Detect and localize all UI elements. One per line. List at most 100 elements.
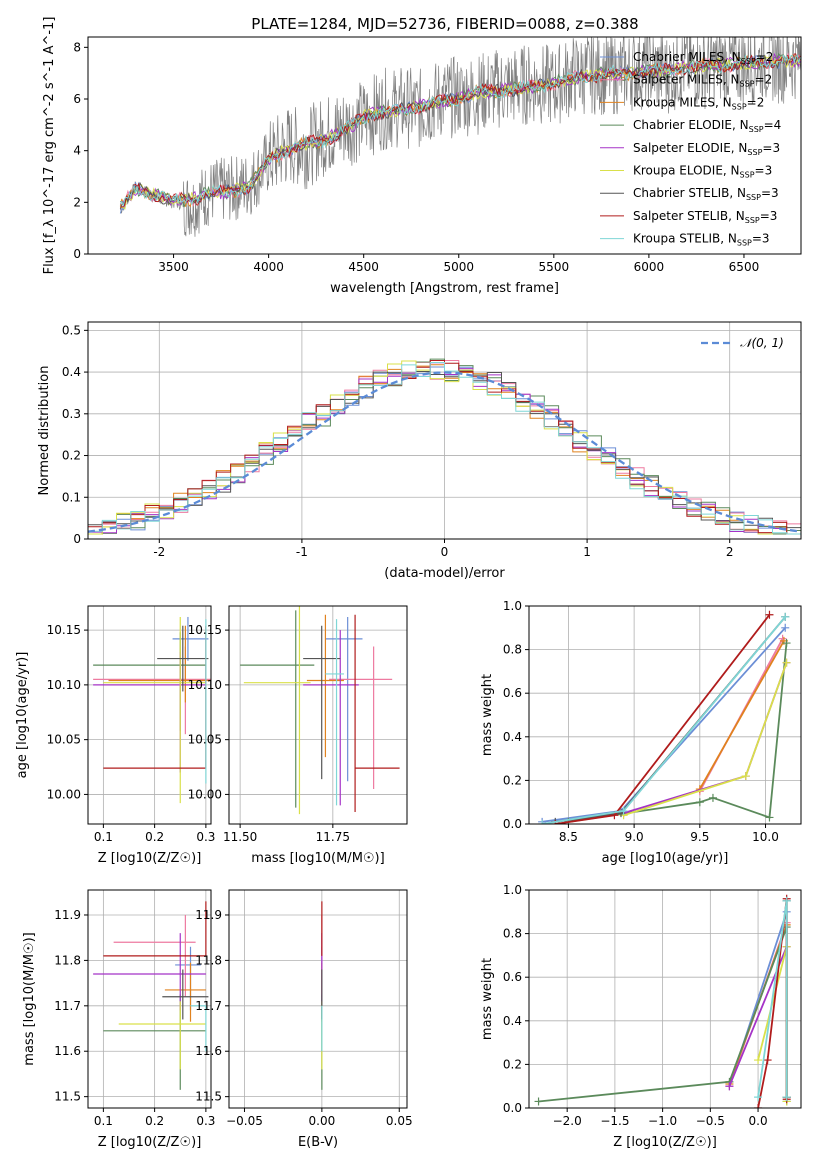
- weight-line-chabrier-miles: [541, 627, 786, 823]
- age_vs_mass-plot-area: [240, 606, 400, 815]
- weight-marker: [725, 1082, 734, 1091]
- y-axis-label: Flux [f_λ 10^-17 erg cm^-2 s^-1 A^-1]: [42, 17, 57, 275]
- y-axis-label: age [log10(age/yr)]: [15, 652, 30, 779]
- residuals-panel: -2 -1 0 1 2 0 0.1 0.2 0.3 0.4 0.5 (data-model)/erro…: [37, 321, 802, 581]
- y-tick-label: 11.5: [54, 1090, 81, 1104]
- y-tick-label: 0.2: [503, 1057, 522, 1071]
- x-tick-label: 6000: [634, 260, 665, 274]
- y-tick-label: 0.0: [503, 1101, 522, 1115]
- y-tick-label: 1.0: [503, 883, 522, 897]
- model-spectrum-kroupa-stelib: [119, 54, 801, 207]
- y-axis-label: mass weight: [480, 958, 495, 1040]
- x-tick-label: 0.05: [386, 1114, 413, 1128]
- weight-marker: [754, 1056, 763, 1065]
- weight-marker: [781, 612, 790, 621]
- y-tick-label: 0.4: [503, 730, 522, 744]
- legend-label: Salpeter STELIB, NSSP=3: [633, 209, 777, 225]
- x-tick-label: 0.1: [94, 1114, 113, 1128]
- x-axis-label: Z [log10(Z/Z☉)]: [613, 1135, 717, 1150]
- y-tick-label: 8: [73, 40, 81, 54]
- weight-marker: [765, 813, 774, 822]
- weight-marker: [708, 793, 717, 802]
- y-tick-label: 0.4: [62, 365, 81, 379]
- mass_weight_vs_age-panel: 8.5 9.0 9.5 10.0 0.0 0.2 0.4 0.6 0.8 1.0 age [log1…: [480, 599, 802, 866]
- y-tick-label: 0.3: [62, 407, 81, 421]
- x-tick-label: 9.0: [625, 830, 644, 844]
- x-tick-label: 5500: [539, 260, 570, 274]
- y-tick-label: 11.7: [195, 999, 222, 1013]
- y-tick-label: 4: [73, 144, 81, 158]
- x-tick-label: -2: [153, 545, 165, 559]
- x-tick-label: −1.5: [600, 1114, 629, 1128]
- axes-frame: [87, 36, 802, 255]
- x-axis-label: Z [log10(Z/Z☉)]: [98, 851, 202, 866]
- y-axis-label: mass [log10(M/M☉)]: [22, 932, 37, 1065]
- x-tick-label: 0.2: [145, 830, 164, 844]
- x-tick-label: 6500: [729, 260, 760, 274]
- weight-marker: [538, 820, 547, 824]
- weight-line-kroupa-stelib: [757, 900, 788, 1098]
- mass_vs_Z-panel: 0.1 0.2 0.3 11.5 11.6 11.7 11.8 11.9 Z [log10(Z/…: [22, 889, 215, 1150]
- y-tick-label: 10.15: [47, 623, 81, 637]
- x-tick-label: 11.50: [223, 830, 257, 844]
- y-tick-label: 11.6: [54, 1044, 81, 1058]
- axes-frame: [87, 605, 212, 825]
- y-tick-label: 11.9: [54, 908, 81, 922]
- y-tick-label: 10.00: [188, 787, 222, 801]
- weight-line-kroupa-miles: [699, 640, 785, 790]
- y-tick-label: 10.10: [188, 678, 222, 692]
- y-tick-label: 10.10: [47, 678, 81, 692]
- mass_vs_Z-plot-area: [93, 901, 209, 1090]
- axes-frame: [528, 889, 802, 1109]
- x-tick-label: −1.0: [648, 1114, 677, 1128]
- axes-frame: [228, 605, 408, 825]
- y-tick-label: 11.9: [195, 908, 222, 922]
- y-tick-label: 11.8: [195, 953, 222, 967]
- y-tick-label: 0: [73, 532, 81, 546]
- legend-label: Kroupa STELIB, NSSP=3: [633, 232, 770, 248]
- y-tick-label: 10.05: [47, 733, 81, 747]
- y-tick-label: 0.2: [62, 449, 81, 463]
- weight-line-salpeter-elodie: [623, 662, 788, 814]
- weight-marker: [765, 610, 774, 619]
- x-axis-label: wavelength [Angstrom, rest frame]: [330, 281, 559, 296]
- weight-line-kroupa-elodie: [623, 662, 788, 817]
- age_vs_Z-panel: 0.1 0.2 0.3 10.00 10.05 10.10 10.15 Z [log10(Z/…: [15, 605, 215, 866]
- x-tick-label: −0.05: [226, 1114, 263, 1128]
- x-tick-label: 0.3: [196, 1114, 215, 1128]
- x-tick-label: 8.5: [559, 830, 578, 844]
- figure-title: PLATE=1284, MJD=52736, FIBERID=0088, z=0…: [251, 15, 638, 33]
- residuals-plot-area: [88, 358, 801, 535]
- spectrum-panel: 3500 4000 4500 5000 5500 6000 6500 0 2 4 6 8 wavelen…: [42, 17, 802, 296]
- weight-line-salpeter-stelib: [555, 614, 771, 824]
- weight-marker: [782, 639, 791, 648]
- x-axis-label: (data-model)/error: [384, 566, 505, 581]
- x-tick-label: −0.5: [696, 1114, 725, 1128]
- gaussian-curve: [88, 371, 801, 533]
- legend-label: Salpeter MILES, NSSP=2: [633, 73, 772, 89]
- age_vs_mass-panel: 11.50 11.75 10.00 10.05 10.10 10.15 mass [log1…: [188, 605, 408, 866]
- weight-marker: [619, 806, 628, 815]
- y-tick-label: 11.7: [54, 999, 81, 1013]
- y-tick-label: 10.00: [47, 787, 81, 801]
- weight-marker: [782, 1093, 791, 1102]
- weight-line-chabrier-stelib: [555, 616, 786, 823]
- y-tick-label: 10.15: [188, 623, 222, 637]
- y-tick-label: 0.4: [503, 1014, 522, 1028]
- model-spectrum-chabrier-elodie: [120, 52, 801, 208]
- weight-marker: [781, 623, 790, 632]
- x-tick-label: 0.1: [94, 830, 113, 844]
- y-tick-label: 11.6: [195, 1044, 222, 1058]
- x-axis-label: E(B-V): [298, 1135, 338, 1150]
- y-tick-label: 6: [73, 92, 81, 106]
- x-tick-label: 4500: [348, 260, 379, 274]
- x-axis-label: age [log10(age/yr)]: [602, 851, 729, 866]
- weight-line-kroupa-stelib: [541, 616, 786, 824]
- y-tick-label: 0.2: [503, 773, 522, 787]
- legend-label: Chabrier STELIB, NSSP=3: [633, 186, 779, 202]
- x-tick-label: 2: [726, 545, 734, 559]
- y-tick-label: 0.1: [62, 490, 81, 504]
- x-axis-label: mass [log10(M/M☉)]: [251, 851, 384, 866]
- x-tick-label: 10.0: [752, 830, 779, 844]
